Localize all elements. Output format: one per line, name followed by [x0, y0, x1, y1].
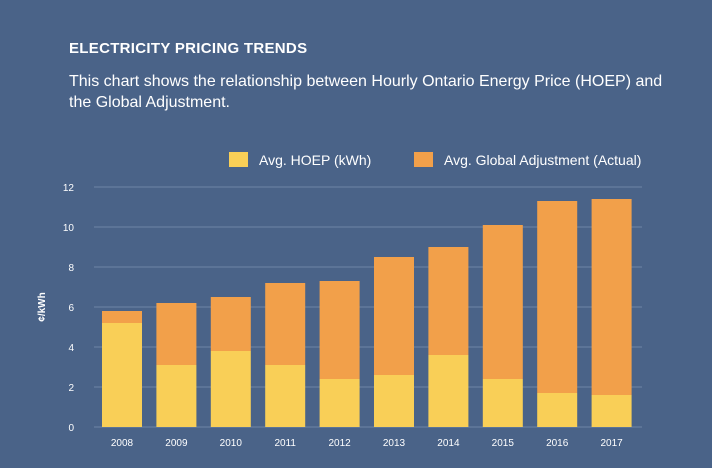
bar-hoep-2017 [591, 395, 632, 427]
bar-hoep-2009 [156, 365, 197, 427]
bar-hoep-2011 [265, 365, 306, 427]
bar-hoep-2015 [482, 379, 523, 427]
x-tick-label-2010: 2010 [220, 438, 243, 449]
legend-label-global-adjustment: Avg. Global Adjustment (Actual) [444, 152, 642, 168]
bar-hoep-2010 [210, 351, 251, 427]
y-tick-label-0: 0 [68, 423, 74, 434]
legend-label-hoep: Avg. HOEP (kWh) [259, 152, 372, 168]
legend-swatch-global-adjustment [414, 152, 433, 167]
bar-global-adjustment-2015 [482, 225, 523, 379]
bar-global-adjustment-2017 [591, 199, 632, 395]
x-tick-label-2009: 2009 [165, 438, 188, 449]
y-tick-label-10: 10 [63, 223, 75, 234]
x-tick-label-2017: 2017 [600, 438, 623, 449]
legend-item-global-adjustment: Avg. Global Adjustment (Actual) [414, 152, 641, 168]
legend-swatch-hoep [229, 152, 248, 167]
bar-global-adjustment-2009 [156, 303, 197, 365]
x-tick-label-2014: 2014 [437, 438, 460, 449]
x-tick-label-2011: 2011 [274, 438, 296, 449]
x-tick-label-2015: 2015 [492, 438, 515, 449]
bar-global-adjustment-2014 [428, 247, 469, 355]
bar-hoep-2013 [374, 375, 414, 427]
x-tick-label-2008: 2008 [111, 438, 134, 449]
bar-global-adjustment-2011 [265, 283, 306, 365]
bar-global-adjustment-2008 [102, 311, 142, 323]
bar-hoep-2014 [428, 355, 469, 427]
bar-global-adjustment-2012 [319, 281, 360, 379]
bar-hoep-2012 [319, 379, 360, 427]
bar-global-adjustment-2010 [210, 297, 251, 351]
x-tick-label-2012: 2012 [328, 438, 351, 449]
chart-title: ELECTRICITY PRICING TRENDS [69, 40, 308, 57]
bar-hoep-2008 [102, 323, 142, 427]
y-tick-label-2: 2 [68, 383, 74, 394]
bar-hoep-2016 [537, 393, 578, 427]
bar-global-adjustment-2013 [374, 257, 414, 375]
y-axis-label: ¢/kWh [37, 292, 48, 321]
y-tick-label-8: 8 [68, 263, 74, 274]
chart-subtitle: This chart shows the relationship betwee… [69, 73, 663, 111]
y-tick-label-12: 12 [63, 183, 75, 194]
bar-global-adjustment-2016 [537, 201, 578, 393]
y-tick-label-6: 6 [68, 303, 74, 314]
y-tick-label-4: 4 [68, 343, 74, 354]
x-tick-label-2016: 2016 [546, 438, 569, 449]
x-tick-label-2013: 2013 [383, 438, 406, 449]
legend-item-hoep: Avg. HOEP (kWh) [229, 152, 371, 168]
